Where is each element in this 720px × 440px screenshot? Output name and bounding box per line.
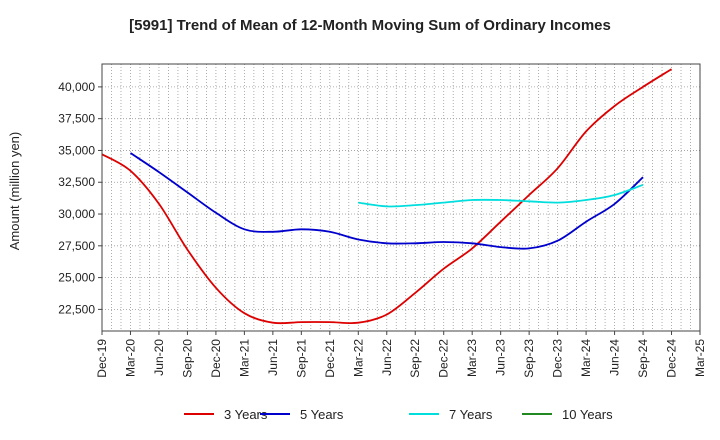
x-tick-label: Jun-23: [494, 339, 508, 376]
x-tick-label: Sep-22: [408, 339, 422, 378]
chart-title: [5991] Trend of Mean of 12-Month Moving …: [129, 17, 611, 34]
y-tick-label: 32,500: [58, 175, 95, 189]
x-tick-label: Dec-22: [437, 339, 451, 378]
x-tick-label: Dec-21: [323, 339, 337, 378]
series-line-5-years: [129, 152, 644, 250]
series-lines: [101, 68, 672, 325]
y-axis-label: Amount (million yen): [7, 132, 22, 251]
legend-item-5-years: 5 Years: [260, 407, 344, 422]
legend-label: 5 Years: [300, 407, 344, 422]
x-tick-label: Mar-21: [237, 339, 251, 377]
series-line-3-years: [101, 68, 672, 325]
x-tick-label: Mar-22: [351, 339, 365, 377]
x-tick-label: Mar-23: [465, 339, 479, 377]
legend-item-10-years: 10 Years: [522, 407, 613, 422]
legend: 3 Years 5 Years 7 Years 10 Years: [184, 407, 613, 422]
x-axis: Dec-19 Mar-20 Jun-20 Sep-20 Dec-20 Mar-21 Jun-…: [95, 331, 707, 378]
x-tick-label: Sep-23: [522, 339, 536, 378]
y-axis: 22,500 25,000 27,500 30,000 32,500 35,000 37,5…: [58, 80, 102, 316]
legend-label: 10 Years: [562, 407, 613, 422]
legend-item-7-years: 7 Years: [409, 407, 493, 422]
legend-label: 3 Years: [224, 407, 268, 422]
y-tick-label: 40,000: [58, 80, 95, 94]
y-tick-label: 35,000: [58, 143, 95, 157]
y-tick-label: 27,500: [58, 239, 95, 253]
x-tick-label: Jun-22: [380, 339, 394, 376]
y-tick-label: 37,500: [58, 112, 95, 126]
x-tick-label: Mar-24: [579, 339, 593, 377]
legend-label: 7 Years: [449, 407, 493, 422]
x-tick-label: Jun-24: [608, 339, 622, 376]
x-tick-label: Dec-20: [209, 339, 223, 378]
x-tick-label: Sep-21: [294, 339, 308, 378]
x-tick-label: Dec-19: [95, 339, 109, 378]
x-tick-label: Jun-21: [266, 339, 280, 376]
x-tick-label: Mar-20: [123, 339, 137, 377]
x-tick-label: Jun-20: [152, 339, 166, 376]
y-tick-label: 25,000: [58, 271, 95, 285]
grid: [102, 64, 700, 331]
x-tick-label: Sep-20: [180, 339, 194, 378]
x-tick-label: Sep-24: [636, 339, 650, 378]
y-tick-label: 22,500: [58, 302, 95, 316]
x-tick-label: Mar-25: [693, 339, 707, 377]
plot-frame: [101, 63, 701, 332]
x-tick-label: Dec-24: [665, 339, 679, 378]
x-tick-label: Dec-23: [551, 339, 565, 378]
y-tick-label: 30,000: [58, 207, 95, 221]
legend-item-3-years: 3 Years: [184, 407, 268, 422]
series-line-7-years: [358, 183, 644, 208]
